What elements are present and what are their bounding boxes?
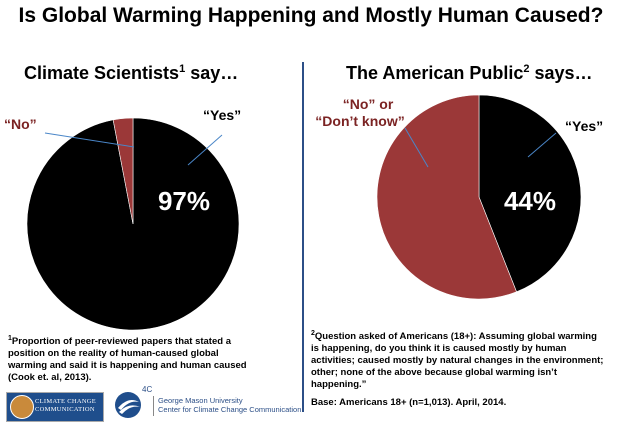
gmu-line: George Mason University — [158, 396, 243, 405]
footnote-2-marker: 2 — [311, 330, 315, 337]
footnote-1-line: (Cook et. al, 2013). — [8, 372, 92, 384]
right-value-label: 44% — [504, 186, 556, 216]
footnote-1-line: warming and said it is happening and hum… — [8, 360, 247, 372]
footnote-2-line: other; none of the above because global … — [311, 367, 557, 379]
left-heading-suffix: say… — [185, 63, 239, 83]
page-title: Is Global Warming Happening and Mostly H… — [18, 4, 604, 27]
4c-swoosh-icon — [115, 392, 141, 418]
left-yes-label: “Yes” — [203, 107, 241, 123]
right-chart-heading: The American Public2 says… — [346, 63, 593, 84]
logo-line: CLIMATE CHANGE — [35, 398, 97, 405]
footnote-1: 1Proportion of peer-reviewed papers that… — [8, 333, 298, 384]
footnote-2-line: activities; caused mostly by natural cha… — [311, 355, 604, 367]
logo-line: COMMUNICATION — [35, 406, 95, 413]
right-yes-slice — [478, 94, 582, 293]
right-heading-footnote-marker: 2 — [523, 63, 530, 75]
left-heading-text: Climate Scientists — [24, 63, 180, 83]
right-heading-text: The American Public — [346, 63, 524, 83]
footnote-2: 2Question asked of Americans (18+): Assu… — [311, 328, 617, 391]
right-no-slice — [376, 94, 517, 300]
left-pie — [26, 117, 240, 331]
seal-icon — [10, 395, 34, 419]
logo-separator — [153, 396, 154, 416]
footnote-1-line: position on the reality of human-caused … — [8, 348, 219, 360]
footnote-2-line: Question asked of Americans (18+): Assum… — [314, 331, 597, 343]
gmu-center-label: George Mason University Center for Climat… — [158, 396, 301, 414]
column-divider — [302, 62, 304, 412]
climate-change-communication-logo: CLIMATE CHANGE COMMUNICATION — [6, 392, 104, 422]
right-heading-suffix: says… — [529, 63, 593, 83]
right-pie — [376, 94, 582, 300]
footnote-2-line: is happening, do you think it is caused … — [311, 343, 567, 355]
right-no-pointer — [404, 127, 429, 168]
footnote-2-line: happening.” — [311, 379, 367, 391]
left-value-label: 97% — [158, 186, 210, 216]
footnote-1-line: Proportion of peer-reviewed papers that … — [11, 336, 231, 348]
right-no-label-line1: “No” or — [343, 96, 394, 112]
4c-label: 4C — [142, 385, 153, 394]
right-yes-pointer — [527, 132, 557, 158]
base-note: Base: Americans 18+ (n=1,013). April, 20… — [311, 397, 507, 408]
left-chart-heading: Climate Scientists1 say… — [24, 63, 238, 84]
left-heading-footnote-marker: 1 — [179, 63, 186, 75]
left-no-label: “No” — [4, 116, 37, 132]
footnote-1-marker: 1 — [8, 335, 12, 342]
left-yes-pointer — [187, 134, 223, 166]
logo-wordmark: CLIMATE CHANGE COMMUNICATION — [35, 398, 96, 414]
gmu-line: Center for Climate Change Communication — [158, 405, 302, 414]
right-no-label-line2: “Don’t know” — [315, 113, 404, 129]
left-no-pointer — [44, 132, 135, 148]
right-yes-label: “Yes” — [565, 118, 603, 134]
